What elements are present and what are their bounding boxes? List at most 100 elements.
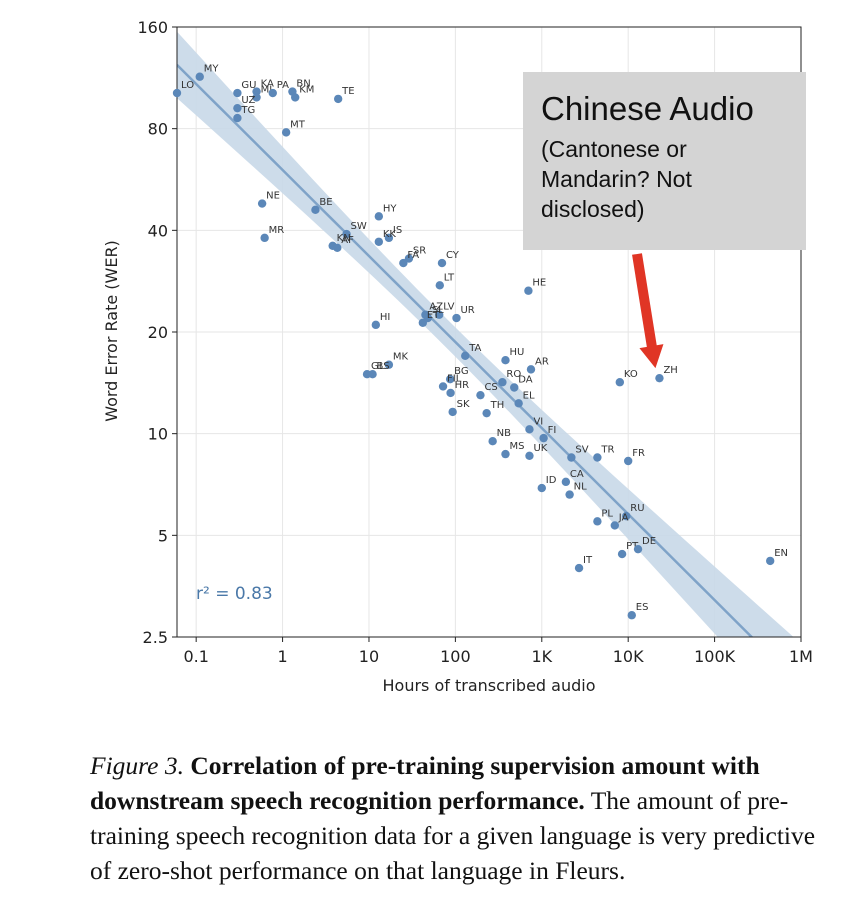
- point-label-hy: HY: [383, 203, 398, 214]
- data-point-km: [290, 93, 300, 102]
- point-label-fr: FR: [632, 448, 645, 459]
- callout-title: Chinese Audio: [541, 90, 754, 127]
- data-point-sk: [448, 407, 457, 417]
- data-point-tr: [593, 453, 602, 462]
- point-label-sr: SR: [413, 246, 426, 257]
- point-label-is: IS: [393, 225, 402, 236]
- point-label-lo: LO: [181, 80, 194, 91]
- y-tick-label: 5: [158, 526, 168, 545]
- data-point-bg: [445, 374, 455, 384]
- point-label-nb: NB: [497, 428, 511, 439]
- point-label-kn: KN: [337, 233, 351, 244]
- point-label-ka: KA: [261, 79, 274, 90]
- data-point-ms: [501, 449, 510, 459]
- arrow-shaft: [632, 253, 658, 351]
- data-point-ne: [257, 199, 267, 208]
- data-point-mk: [384, 360, 394, 369]
- point-label-hu: HU: [509, 347, 524, 358]
- point-label-lv: LV: [443, 302, 454, 313]
- point-label-ko: KO: [624, 369, 638, 380]
- point-label-az: AZ: [429, 302, 443, 313]
- y-tick-label: 160: [137, 18, 168, 37]
- x-tick-label: 100: [440, 647, 471, 666]
- data-point-sr: [404, 254, 414, 263]
- data-point-hr: [446, 388, 455, 398]
- data-point-be: [311, 205, 320, 215]
- scatter-chart: 0.1 1 10 100 1K 10K 100K 1M 2.5 5 10 20 40 80 160 MY L…: [102, 18, 813, 695]
- regression-line: [177, 64, 754, 637]
- y-axis-ticks: 2.5 5 10 20 40 80 160: [137, 18, 177, 647]
- point-label-gu: GU: [241, 80, 256, 91]
- caption-title: Correlation of pre-training supervision …: [90, 751, 760, 815]
- data-point-pa: [268, 88, 277, 98]
- caption-figure-number: Figure 3.: [90, 751, 184, 780]
- data-point-it: [574, 563, 584, 573]
- point-label-el: EL: [523, 390, 535, 401]
- data-point-ru: [622, 511, 631, 521]
- callout-box: Chinese Audio (Cantonese or Mandarin? No…: [523, 72, 806, 250]
- point-label-te: TE: [341, 86, 354, 97]
- data-point-fr: [623, 456, 633, 466]
- x-tick-label: 10: [359, 647, 379, 666]
- data-point-es: [627, 611, 636, 620]
- point-label-af: AF: [341, 235, 354, 246]
- data-point-zh: [655, 373, 664, 383]
- point-label-ar: AR: [535, 356, 549, 367]
- data-point-pt: [617, 549, 627, 559]
- point-label-lt: LT: [444, 272, 455, 283]
- x-tick-label: 0.1: [183, 647, 208, 666]
- data-point-lo: [172, 88, 182, 98]
- y-tick-label: 20: [148, 323, 168, 342]
- point-label-et: ET: [427, 310, 440, 321]
- point-label-ro: RO: [506, 369, 521, 380]
- point-label-fi: FI: [548, 425, 557, 436]
- data-point-mt: [281, 128, 291, 137]
- data-point-hi: [371, 320, 381, 330]
- data-point-cs: [476, 390, 485, 400]
- y-tick-label: 80: [148, 120, 168, 139]
- data-point-fi: [539, 433, 548, 443]
- point-label-nl: NL: [574, 482, 587, 493]
- point-label-bg: BG: [454, 366, 468, 377]
- x-tick-label: 1: [277, 647, 287, 666]
- x-axis-title: Hours of transcribed audio: [383, 676, 596, 695]
- data-point-lv: [435, 310, 444, 319]
- point-label-th: TH: [490, 400, 505, 411]
- point-label-pl: PL: [601, 508, 613, 519]
- point-label-fa: FA: [407, 250, 419, 261]
- data-point-sw: [342, 229, 351, 239]
- data-point-nb: [488, 436, 497, 446]
- point-label-de: DE: [642, 536, 656, 547]
- point-label-ur: UR: [460, 305, 474, 316]
- data-point-he: [524, 286, 533, 295]
- point-label-ml: ML: [261, 84, 276, 95]
- data-point-de: [633, 544, 643, 554]
- point-label-da: DA: [518, 374, 533, 385]
- point-label-gl: GL: [371, 361, 385, 372]
- data-point-kk: [374, 237, 384, 246]
- data-point-vi: [525, 425, 534, 434]
- data-point-ja: [610, 521, 620, 530]
- data-point-ka: [252, 87, 261, 96]
- point-label-pa: PA: [277, 80, 289, 91]
- figure-caption: Figure 3. Correlation of pre-training su…: [90, 748, 835, 888]
- y-tick-label: 40: [148, 221, 168, 240]
- point-label-be: BE: [319, 197, 332, 208]
- point-label-uk: UK: [533, 443, 547, 454]
- data-point-ko: [615, 378, 625, 387]
- data-point-ro: [498, 378, 507, 387]
- x-tick-label: 100K: [694, 647, 736, 666]
- data-point-hu: [501, 356, 510, 365]
- data-point-da: [510, 383, 519, 392]
- data-point-pl: [593, 517, 602, 526]
- point-label-tr: TR: [600, 445, 614, 456]
- data-point-bs: [368, 369, 377, 379]
- data-point-lt: [435, 281, 444, 290]
- y-tick-label: 10: [148, 425, 168, 444]
- point-label-ja: JA: [618, 512, 629, 523]
- point-label-mr: MR: [269, 225, 285, 236]
- point-label-ca: CA: [570, 469, 584, 480]
- data-point-fa: [399, 258, 408, 268]
- data-point-te: [333, 94, 343, 104]
